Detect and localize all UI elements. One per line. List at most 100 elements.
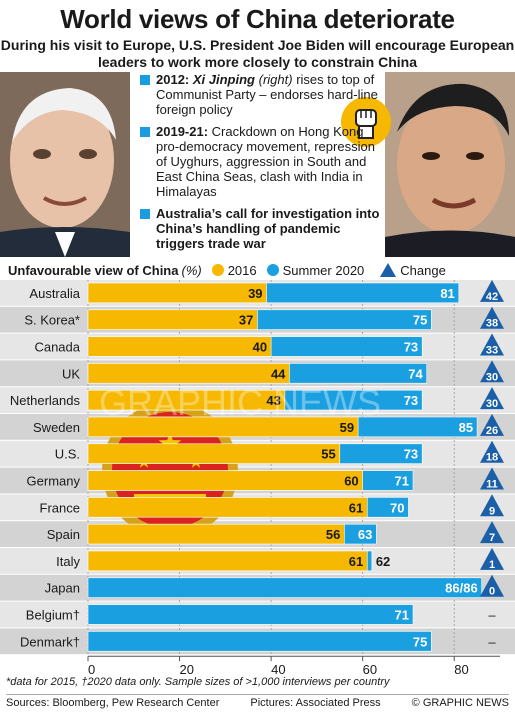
change-triangle-icon [480,387,504,410]
change-value: 0 [489,586,495,598]
footnote: *data for 2015, †2020 data only. Sample … [6,676,390,688]
category-label: S. Korea* [24,313,80,328]
bullet-text: Australia’s call for investigation into … [156,206,380,251]
value-label-2016: 61 [349,500,363,515]
sources: Sources: Bloomberg, Pew Research Center [6,697,220,709]
bar-2016 [87,550,368,572]
bar-2016 [87,309,258,330]
category-label: Canada [34,340,80,355]
change-value: – [488,634,496,649]
bar-2020 [87,631,432,652]
change-triangle-icon [480,494,504,517]
value-label-2016: 40 [253,340,267,355]
page-subtitle: During his visit to Europe, U.S. Preside… [0,37,515,70]
bullet-square-icon [140,75,150,85]
category-label: Netherlands [10,393,81,408]
change-value: 42 [486,291,498,303]
value-label-2016: 44 [271,366,286,381]
category-label: Italy [56,554,80,569]
x-tick-label: 40 [271,662,285,676]
header: World views of China deteriorate During … [0,0,515,71]
category-label: Belgium† [26,608,80,623]
bullet-paren: (right) [258,72,293,87]
bullet-year: 2019-21: [156,124,209,139]
category-label: Germany [27,474,81,489]
value-label-2020: 63 [358,527,372,542]
value-label: 71 [395,608,409,623]
change-value: 18 [486,452,498,464]
bullet-year: 2012: [156,72,190,87]
change-triangle-icon [480,413,504,436]
change-triangle-icon [480,333,504,356]
chart-unit: (%) [181,262,202,278]
change-value: 33 [486,345,498,357]
bullet-square-icon [140,127,150,137]
value-label-2016: 43 [266,393,280,408]
x-tick-label: 80 [454,662,468,676]
bullet-2012: 2012: Xi Jinping (right) rises to top of… [140,72,380,117]
page-title: World views of China deteriorate [60,4,455,34]
value-label-2020: 74 [408,366,423,381]
value-label-2016: 59 [340,420,354,435]
value-label-2016: 56 [326,527,340,542]
emblem-star [158,432,182,454]
value-label-2020: 75 [413,313,427,328]
bar-2016 [87,363,290,384]
raised-fist-icon [340,96,392,148]
change-triangle-icon [480,306,504,329]
legend-change-label: Change [400,262,446,278]
category-label: France [40,500,80,515]
value-label-2016: 55 [321,447,335,462]
change-triangle-icon [480,360,504,383]
category-label: Australia [29,286,80,301]
bullet-text: rises to top of Communist Party – endors… [156,72,378,117]
change-value: 1 [489,559,495,571]
bar-2016 [87,416,359,438]
value-label-2020: 73 [404,340,418,355]
bar-2020 [87,604,414,625]
watermark: GRAPHIC NEWS [99,382,381,423]
xi-portrait [385,72,515,257]
value-label-2020: 62 [376,554,390,569]
category-label: U.S. [55,447,80,462]
change-value: 38 [486,318,498,330]
category-label: Sweden [33,420,80,435]
bar-chart: 39 81 Australia 42 37 75 S. Korea* 38 40 73 Canada… [0,280,515,676]
bar-2016 [87,443,341,464]
x-tick-label: 60 [363,662,377,676]
chart-legend: Unfavourable view of China (%) 2016 Summ… [8,260,508,280]
change-value: 30 [486,398,498,410]
change-value: – [488,608,496,623]
change-triangle-icon [480,440,504,463]
change-value: 30 [486,371,498,383]
legend-2016-label: 2016 [227,262,257,278]
change-triangle-icon [480,547,504,570]
bar-2020 [87,577,482,598]
value-label-2016: 39 [248,286,262,301]
footer: Sources: Bloomberg, Pew Research Center … [6,694,509,709]
change-triangle-icon [480,280,504,302]
value-label-2020: 73 [404,447,418,462]
bullet-australia: Australia’s call for investigation into … [140,206,380,251]
value-label: 75 [413,634,427,649]
x-tick-label: 0 [88,662,95,676]
legend-2016-swatch [211,264,224,276]
bar-2016 [87,282,267,304]
category-label: Japan [45,581,80,596]
value-label-2020: 70 [390,500,404,515]
x-tick-label: 20 [180,662,194,676]
pictures-credit: Pictures: Associated Press [250,697,381,709]
bar-2016 [87,523,345,545]
change-value: 7 [489,532,495,544]
category-label: Spain [47,527,80,542]
change-triangle-icon [480,521,504,544]
bullet-text: Crackdown on Hong Kong pro-democracy mov… [156,124,375,199]
bar-2016 [87,336,272,357]
value-label-2020: 71 [395,474,409,489]
legend-2020-swatch [266,264,279,276]
change-value: 26 [486,425,498,437]
value-label-2020: 73 [404,393,418,408]
chart-title: Unfavourable view of China [8,262,179,278]
copyright: © GRAPHIC NEWS [411,697,509,709]
biden-portrait [0,72,130,257]
